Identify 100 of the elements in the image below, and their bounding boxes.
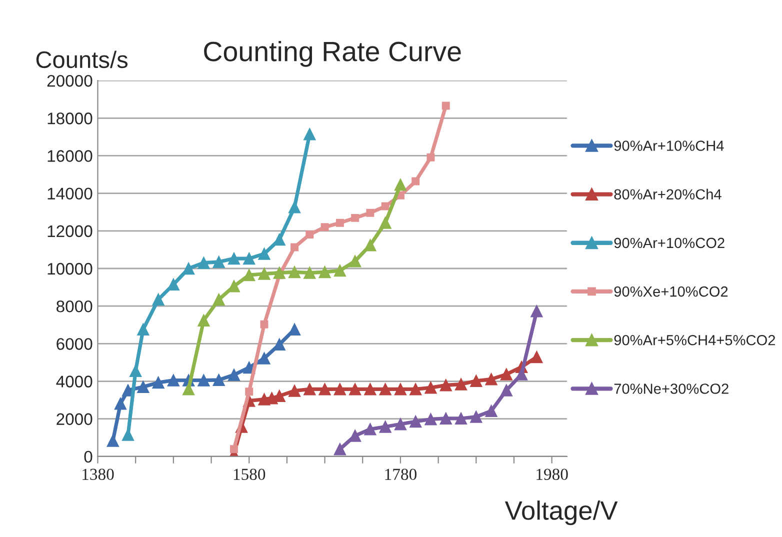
- point: [137, 380, 150, 393]
- point: [152, 376, 164, 389]
- point: [245, 388, 254, 396]
- point: [412, 177, 420, 186]
- point: [366, 208, 374, 217]
- point: [230, 445, 238, 454]
- point: [440, 412, 452, 425]
- point: [485, 373, 498, 386]
- legend-label: 70%Ne+30%CO2: [614, 384, 728, 394]
- point: [182, 383, 195, 396]
- point: [410, 383, 422, 396]
- point: [212, 293, 225, 306]
- point: [515, 368, 528, 380]
- point: [167, 278, 180, 291]
- point: [122, 384, 134, 396]
- point: [130, 364, 142, 378]
- y-tick-label: 18000: [48, 112, 92, 124]
- point: [500, 368, 512, 380]
- y-axis-title: Counts/s: [36, 50, 128, 68]
- point: [379, 420, 392, 433]
- point: [306, 230, 314, 238]
- point: [122, 428, 134, 441]
- point: [288, 201, 301, 214]
- point: [304, 266, 316, 279]
- point: [228, 368, 240, 381]
- y-tick-label: 10000: [48, 262, 92, 275]
- point: [379, 216, 392, 229]
- point: [198, 374, 210, 386]
- point: [348, 383, 362, 396]
- point: [381, 202, 390, 210]
- point: [288, 384, 301, 397]
- x-tick-label: 1380: [82, 468, 114, 480]
- point: [320, 223, 329, 232]
- point: [442, 102, 450, 110]
- point: [470, 410, 482, 423]
- point: [212, 374, 225, 386]
- x-tick-label: 1980: [536, 468, 568, 480]
- legend-label: 90%Ar+5%CH4+5%CO2: [614, 334, 776, 346]
- point: [258, 268, 270, 280]
- y-tick-label: 12000: [48, 225, 92, 238]
- point: [318, 383, 331, 396]
- point: [334, 443, 346, 456]
- point: [440, 379, 452, 392]
- point: [198, 314, 210, 326]
- point: [500, 384, 512, 396]
- y-tick-label: 6000: [56, 338, 92, 350]
- point: [470, 374, 482, 387]
- point: [426, 153, 435, 162]
- x-axis-title: Voltage/V: [504, 500, 618, 526]
- point: [485, 404, 498, 418]
- point: [394, 383, 407, 396]
- point: [364, 383, 376, 396]
- point: [288, 266, 301, 278]
- y-tick-label: 8000: [56, 300, 92, 312]
- point: [304, 128, 316, 140]
- legend-label: 80%Ar+20%Ch4: [614, 188, 722, 200]
- legend-label: 90%Xe+10%CO2: [614, 286, 728, 297]
- point: [334, 264, 346, 277]
- point: [273, 266, 286, 279]
- x-tick-label: 1580: [234, 468, 266, 480]
- point: [336, 218, 344, 227]
- x-tick-label: 1780: [385, 468, 416, 480]
- point: [106, 434, 119, 447]
- point: [137, 323, 150, 336]
- point: [228, 252, 240, 265]
- point: [290, 243, 299, 252]
- point: [530, 305, 543, 318]
- point: [258, 248, 270, 260]
- point: [198, 256, 210, 269]
- point: [167, 374, 180, 386]
- y-tick-label: 16000: [48, 150, 92, 162]
- y-tick-label: 14000: [48, 188, 92, 200]
- point: [348, 255, 362, 268]
- y-tick-label: 20000: [47, 74, 92, 87]
- y-tick-label: 2000: [56, 413, 92, 426]
- point: [318, 266, 331, 278]
- legend-label: 90%Ar+10%CH4: [614, 140, 724, 151]
- point: [258, 352, 270, 364]
- point: [410, 415, 422, 428]
- point: [152, 293, 164, 306]
- point: [424, 382, 437, 394]
- point: [424, 413, 437, 426]
- legend-label: 90%Ar+10%CO2: [614, 238, 724, 248]
- chart-title: Counting Rate Curve: [204, 40, 461, 67]
- y-tick-label: 4000: [56, 376, 92, 388]
- point: [454, 412, 468, 425]
- point: [114, 398, 127, 410]
- point: [243, 269, 256, 282]
- point: [334, 383, 346, 396]
- point: [351, 214, 360, 222]
- point: [454, 378, 468, 390]
- point: [304, 383, 316, 396]
- y-tick-label: 0: [84, 450, 92, 463]
- point: [379, 383, 392, 396]
- point: [394, 178, 407, 191]
- point: [364, 239, 376, 252]
- point: [530, 350, 543, 364]
- point: [212, 256, 225, 268]
- point: [364, 423, 376, 436]
- point: [394, 418, 407, 430]
